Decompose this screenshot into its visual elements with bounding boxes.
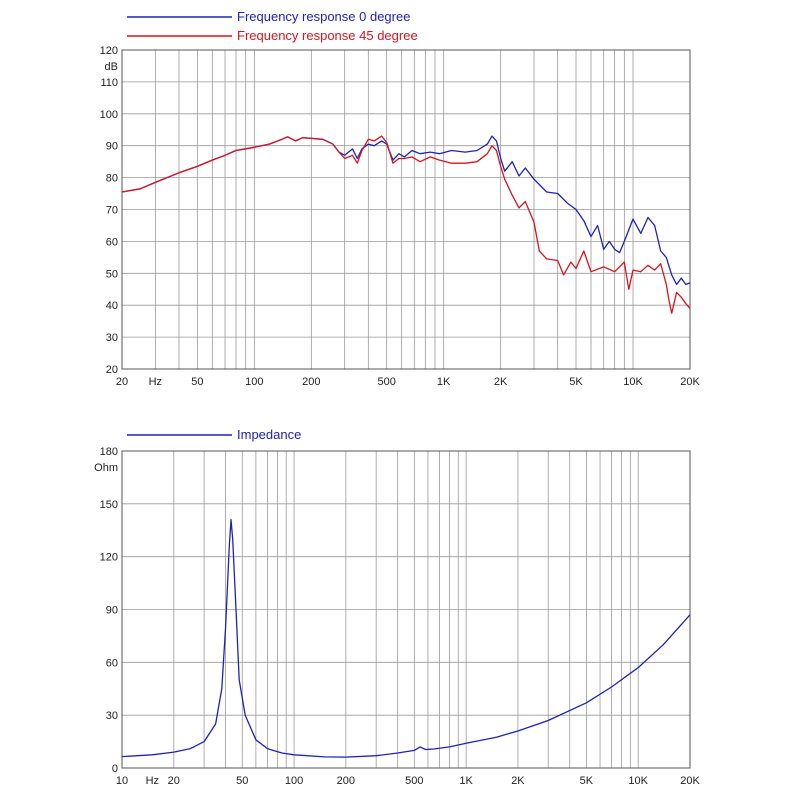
y-tick-label: 20: [106, 364, 118, 376]
y-tick-label: 50: [106, 268, 118, 280]
x-tick-label: 20: [116, 376, 128, 388]
x-tick-label: 500: [377, 376, 395, 388]
y-tick-label: 110: [100, 77, 118, 89]
x-tick-label: 500: [405, 775, 423, 787]
plot-frame: [121, 49, 691, 370]
y-tick-label: 180: [100, 446, 118, 458]
y-tick-label: 80: [106, 173, 118, 185]
x-tick-label: 1K: [459, 775, 473, 787]
x-tick-label: 10K: [628, 775, 648, 787]
x-tick-label: 10K: [623, 376, 643, 388]
x-tick-label: Hz: [146, 775, 159, 787]
y-tick-label: 100: [100, 109, 118, 121]
y-tick-label: 0: [112, 763, 118, 775]
x-tick-label: 200: [337, 775, 355, 787]
legend-label: Impedance: [237, 427, 301, 442]
y-tick-label: 30: [106, 710, 118, 722]
y-tick-label: 90: [106, 141, 118, 153]
series-line: [121, 519, 691, 758]
x-tick-label: 100: [285, 775, 303, 787]
series-line: [121, 135, 691, 314]
x-tick-label: 10: [116, 775, 128, 787]
y-tick-label: 90: [106, 605, 118, 617]
y-tick-label: 30: [106, 332, 118, 344]
plot-frame: [121, 450, 691, 769]
x-tick-label: 5K: [580, 775, 594, 787]
y-tick-label: 120: [100, 552, 118, 564]
frequency-response-chart: 20 30 40 50 60 70 80 90 100 110 120 dB 20 Hz 50 100 200 5…: [100, 9, 701, 388]
x-tick-label: 2K: [494, 376, 508, 388]
y-axis-unit-label: dB: [105, 61, 118, 73]
legend-label: Frequency response 45 degree: [237, 28, 418, 43]
y-tick-label: 70: [106, 205, 118, 217]
x-tick-label: 100: [245, 376, 263, 388]
x-tick-label: 50: [191, 376, 203, 388]
x-tick-label: Hz: [149, 376, 162, 388]
y-tick-label: 40: [106, 300, 118, 312]
y-tick-label: 60: [106, 236, 118, 248]
x-tick-label: 1K: [437, 376, 451, 388]
impedance-chart: 0 30 60 90 120 150 180 Ohm 10 Hz 20 50 100 200 500 1K 2K…: [94, 427, 700, 787]
x-tick-label: 200: [302, 376, 320, 388]
x-tick-label: 5K: [569, 376, 583, 388]
x-tick-label: 20: [168, 775, 180, 787]
y-axis-unit-label: Ohm: [94, 462, 118, 474]
x-tick-label: 20K: [680, 376, 700, 388]
x-tick-label: 2K: [511, 775, 525, 787]
x-tick-label: 50: [236, 775, 248, 787]
y-tick-label: 60: [106, 657, 118, 669]
y-tick-label: 120: [100, 45, 118, 57]
legend-label: Frequency response 0 degree: [237, 9, 410, 24]
x-tick-label: 20K: [680, 775, 700, 787]
y-tick-label: 150: [100, 499, 118, 511]
